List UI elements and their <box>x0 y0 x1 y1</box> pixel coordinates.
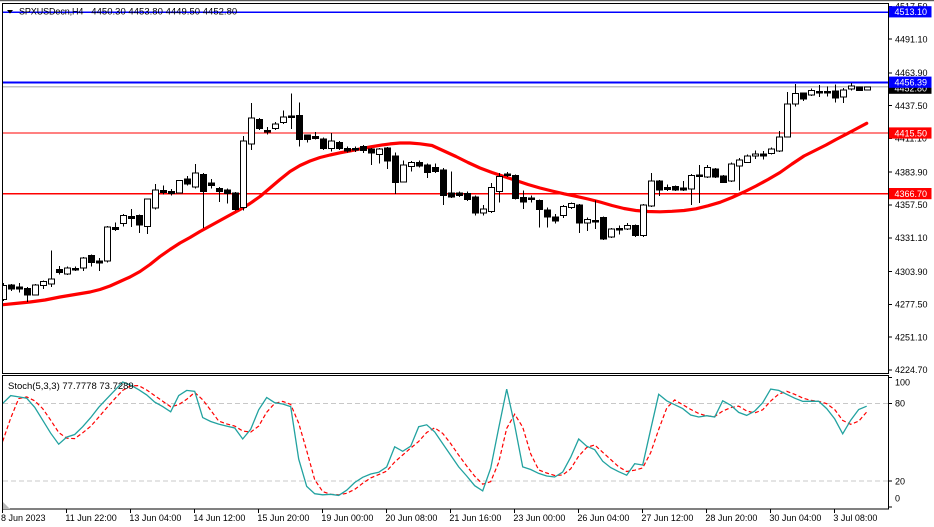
svg-text:27 Jun 12:00: 27 Jun 12:00 <box>641 513 693 523</box>
svg-text:4383.90: 4383.90 <box>895 167 928 177</box>
svg-text:26 Jun 04:00: 26 Jun 04:00 <box>577 513 629 523</box>
svg-text:4366.70: 4366.70 <box>895 189 928 199</box>
svg-text:4357.50: 4357.50 <box>895 200 928 210</box>
svg-text:4437.50: 4437.50 <box>895 101 928 111</box>
svg-text:4251.10: 4251.10 <box>895 332 928 342</box>
svg-text:4463.90: 4463.90 <box>895 68 928 78</box>
svg-text:4303.90: 4303.90 <box>895 267 928 277</box>
svg-text:4491.10: 4491.10 <box>895 34 928 44</box>
svg-text:11 Jun 22:00: 11 Jun 22:00 <box>65 513 116 523</box>
svg-text:30 Jun 04:00: 30 Jun 04:00 <box>769 513 821 523</box>
svg-text:4415.50: 4415.50 <box>895 128 928 138</box>
svg-text:20 Jun 08:00: 20 Jun 08:00 <box>385 513 437 523</box>
svg-text:0: 0 <box>895 494 900 504</box>
svg-text:21 Jun 16:00: 21 Jun 16:00 <box>449 513 501 523</box>
svg-text:80: 80 <box>895 399 905 409</box>
svg-text:4224.70: 4224.70 <box>895 365 928 375</box>
svg-text:4277.50: 4277.50 <box>895 300 928 310</box>
svg-text:Stoch(5,3,3) 77.7778 73.7289: Stoch(5,3,3) 77.7778 73.7289 <box>8 381 134 392</box>
svg-text:14 Jun 12:00: 14 Jun 12:00 <box>193 513 245 523</box>
svg-text:20: 20 <box>895 476 905 486</box>
svg-text:15 Jun 20:00: 15 Jun 20:00 <box>257 513 309 523</box>
svg-text:28 Jun 20:00: 28 Jun 20:00 <box>705 513 757 523</box>
svg-text:SPXUSDecn,H4: SPXUSDecn,H4 <box>19 7 83 17</box>
svg-text:3 Jul 08:00: 3 Jul 08:00 <box>833 513 877 523</box>
svg-text:100: 100 <box>895 378 910 388</box>
svg-text:4456.39: 4456.39 <box>895 78 928 88</box>
svg-text:13 Jun 04:00: 13 Jun 04:00 <box>129 513 181 523</box>
svg-text:4513.10: 4513.10 <box>895 7 928 17</box>
svg-text:8 Jun 2023: 8 Jun 2023 <box>1 513 46 523</box>
svg-text:19 Jun 00:00: 19 Jun 00:00 <box>321 513 373 523</box>
svg-text:4411.10: 4411.10 <box>895 134 927 144</box>
svg-text:4331.10: 4331.10 <box>895 233 928 243</box>
svg-text:4452.80: 4452.80 <box>895 84 928 94</box>
svg-text:23 Jun 00:00: 23 Jun 00:00 <box>513 513 565 523</box>
svg-text:4450.30 4453.80 4449.50 4452.8: 4450.30 4453.80 4449.50 4452.80 <box>91 7 237 18</box>
